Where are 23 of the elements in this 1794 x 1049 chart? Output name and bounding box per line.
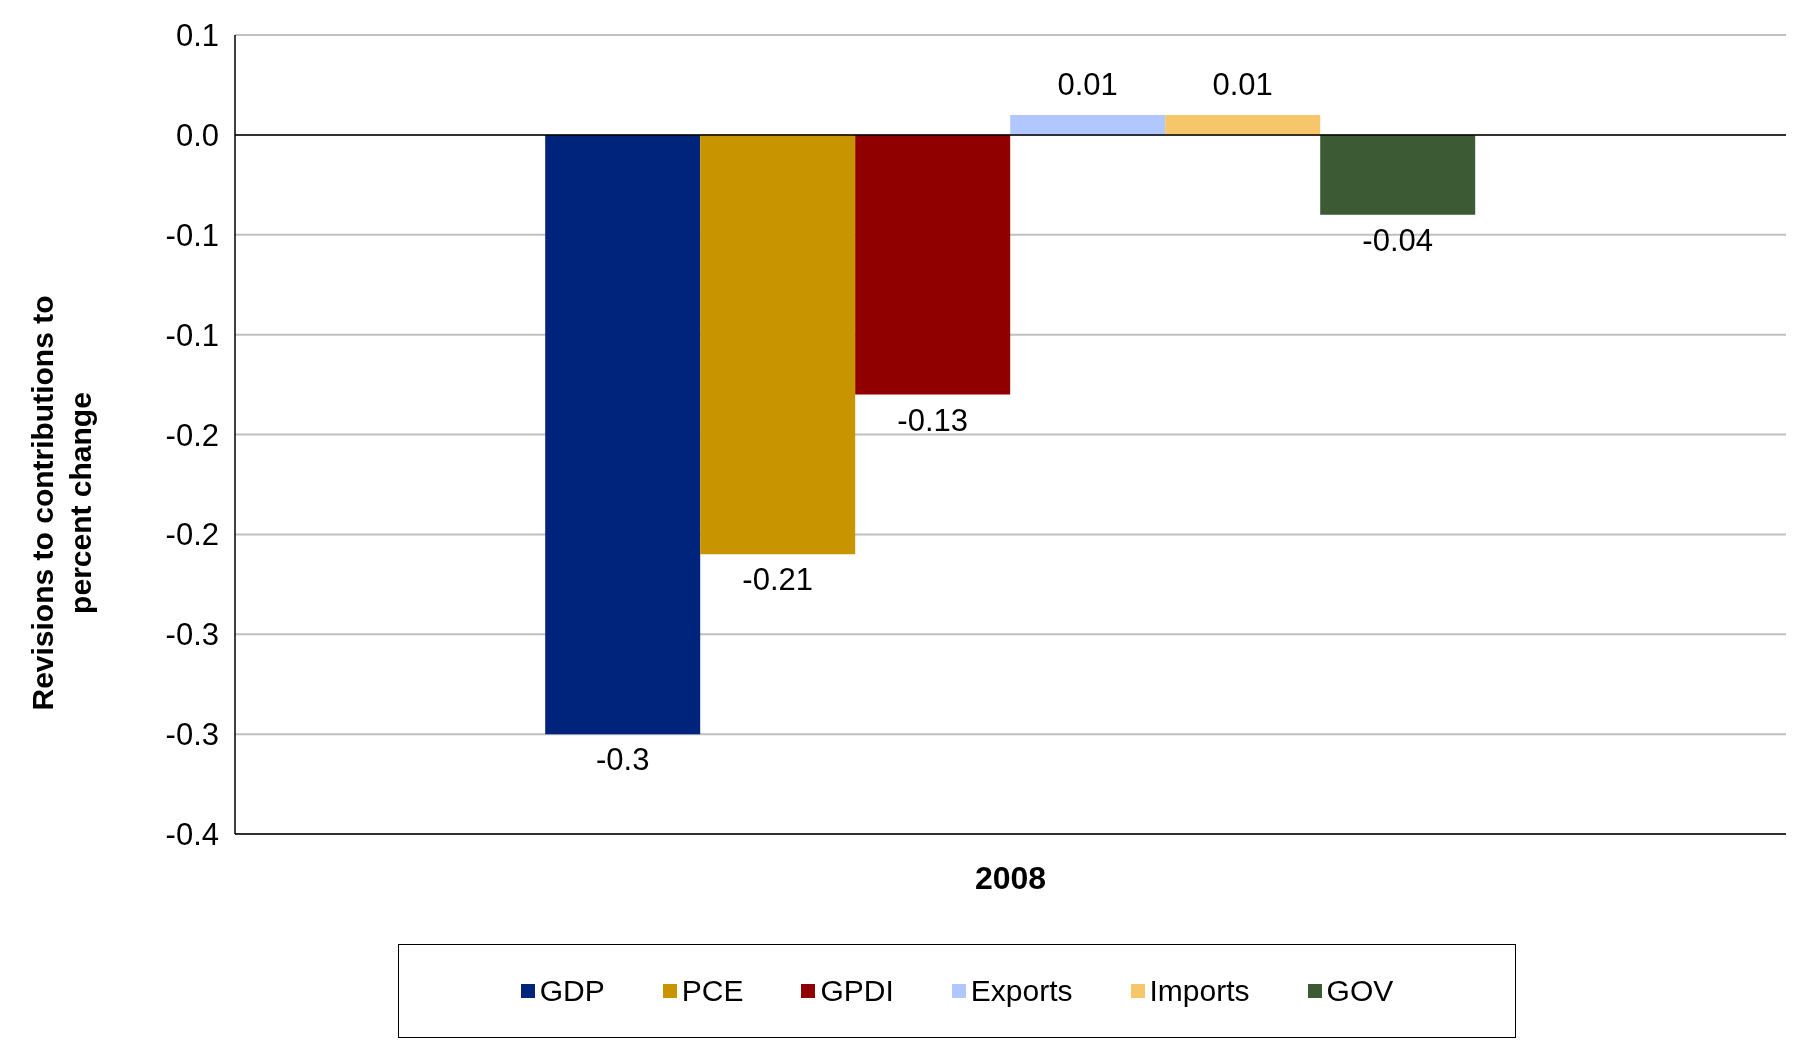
data-label: -0.21 xyxy=(742,562,814,598)
data-label: -0.04 xyxy=(1362,222,1434,258)
y-tick-label: -0.4 xyxy=(165,817,219,853)
y-tick-label: -0.3 xyxy=(165,717,219,753)
data-label: 0.01 xyxy=(1212,66,1273,102)
y-tick-label: 0.0 xyxy=(175,117,219,153)
y-tick-label: -0.2 xyxy=(165,517,219,553)
y-tick-label: -0.1 xyxy=(165,217,219,253)
y-axis-title: Revisions to contributions to percent change xyxy=(25,294,98,713)
legend-label: GDP xyxy=(538,974,605,1008)
legend-label: Imports xyxy=(1148,974,1250,1008)
x-tick-label: 2008 xyxy=(974,859,1047,896)
y-tick-label: -0.1 xyxy=(165,317,219,353)
y-tick-label: 0.1 xyxy=(175,18,219,54)
y-tick-label: -0.2 xyxy=(165,417,219,453)
data-label: -0.13 xyxy=(897,402,969,438)
legend-label: PCE xyxy=(680,974,744,1008)
legend-label: GOV xyxy=(1325,974,1394,1008)
legend-label: Exports xyxy=(969,974,1073,1008)
data-label: -0.3 xyxy=(595,742,650,778)
y-tick-label: -0.3 xyxy=(165,617,219,653)
legend-label: GPDI xyxy=(819,974,894,1008)
data-label: 0.01 xyxy=(1057,66,1118,102)
